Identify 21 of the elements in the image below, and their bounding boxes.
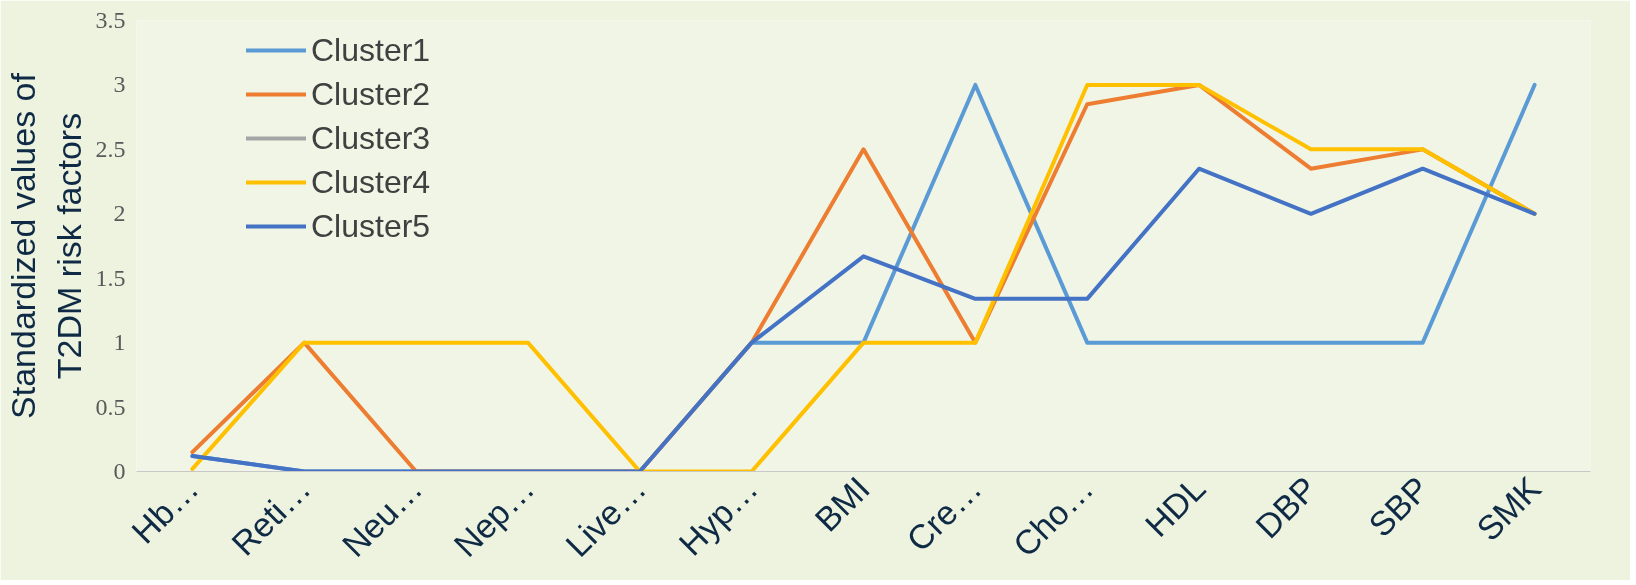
x-tick-label: Hb… xyxy=(124,469,206,551)
legend-label: Cluster1 xyxy=(311,30,431,70)
legend-label: Cluster3 xyxy=(311,118,431,158)
line-series xyxy=(190,166,1537,472)
legend-label: Cluster2 xyxy=(311,74,431,114)
y-tick-label: 1.5 xyxy=(95,264,126,291)
legend-label: Cluster5 xyxy=(311,206,431,246)
y-tick-label: 2.5 xyxy=(95,135,126,162)
x-tick-label: Cre… xyxy=(899,469,989,559)
y-tick-label: 3.5 xyxy=(95,7,126,33)
line-series xyxy=(190,82,1537,472)
y-tick-label: 0 xyxy=(113,458,126,484)
y-tick-label: 3 xyxy=(113,71,126,98)
x-tick-label: HDL xyxy=(1137,469,1213,545)
y-axis-title: Standardized values of T2DM risk factors xyxy=(3,72,88,419)
x-tick-label: BMI xyxy=(807,469,877,539)
y-tick-label: 1 xyxy=(113,329,126,356)
x-tick-label: SBP xyxy=(1361,469,1437,545)
y-tick-label: 0.5 xyxy=(95,393,126,420)
legend-label: Cluster4 xyxy=(311,162,431,202)
y-tick-label: 2 xyxy=(113,200,126,227)
